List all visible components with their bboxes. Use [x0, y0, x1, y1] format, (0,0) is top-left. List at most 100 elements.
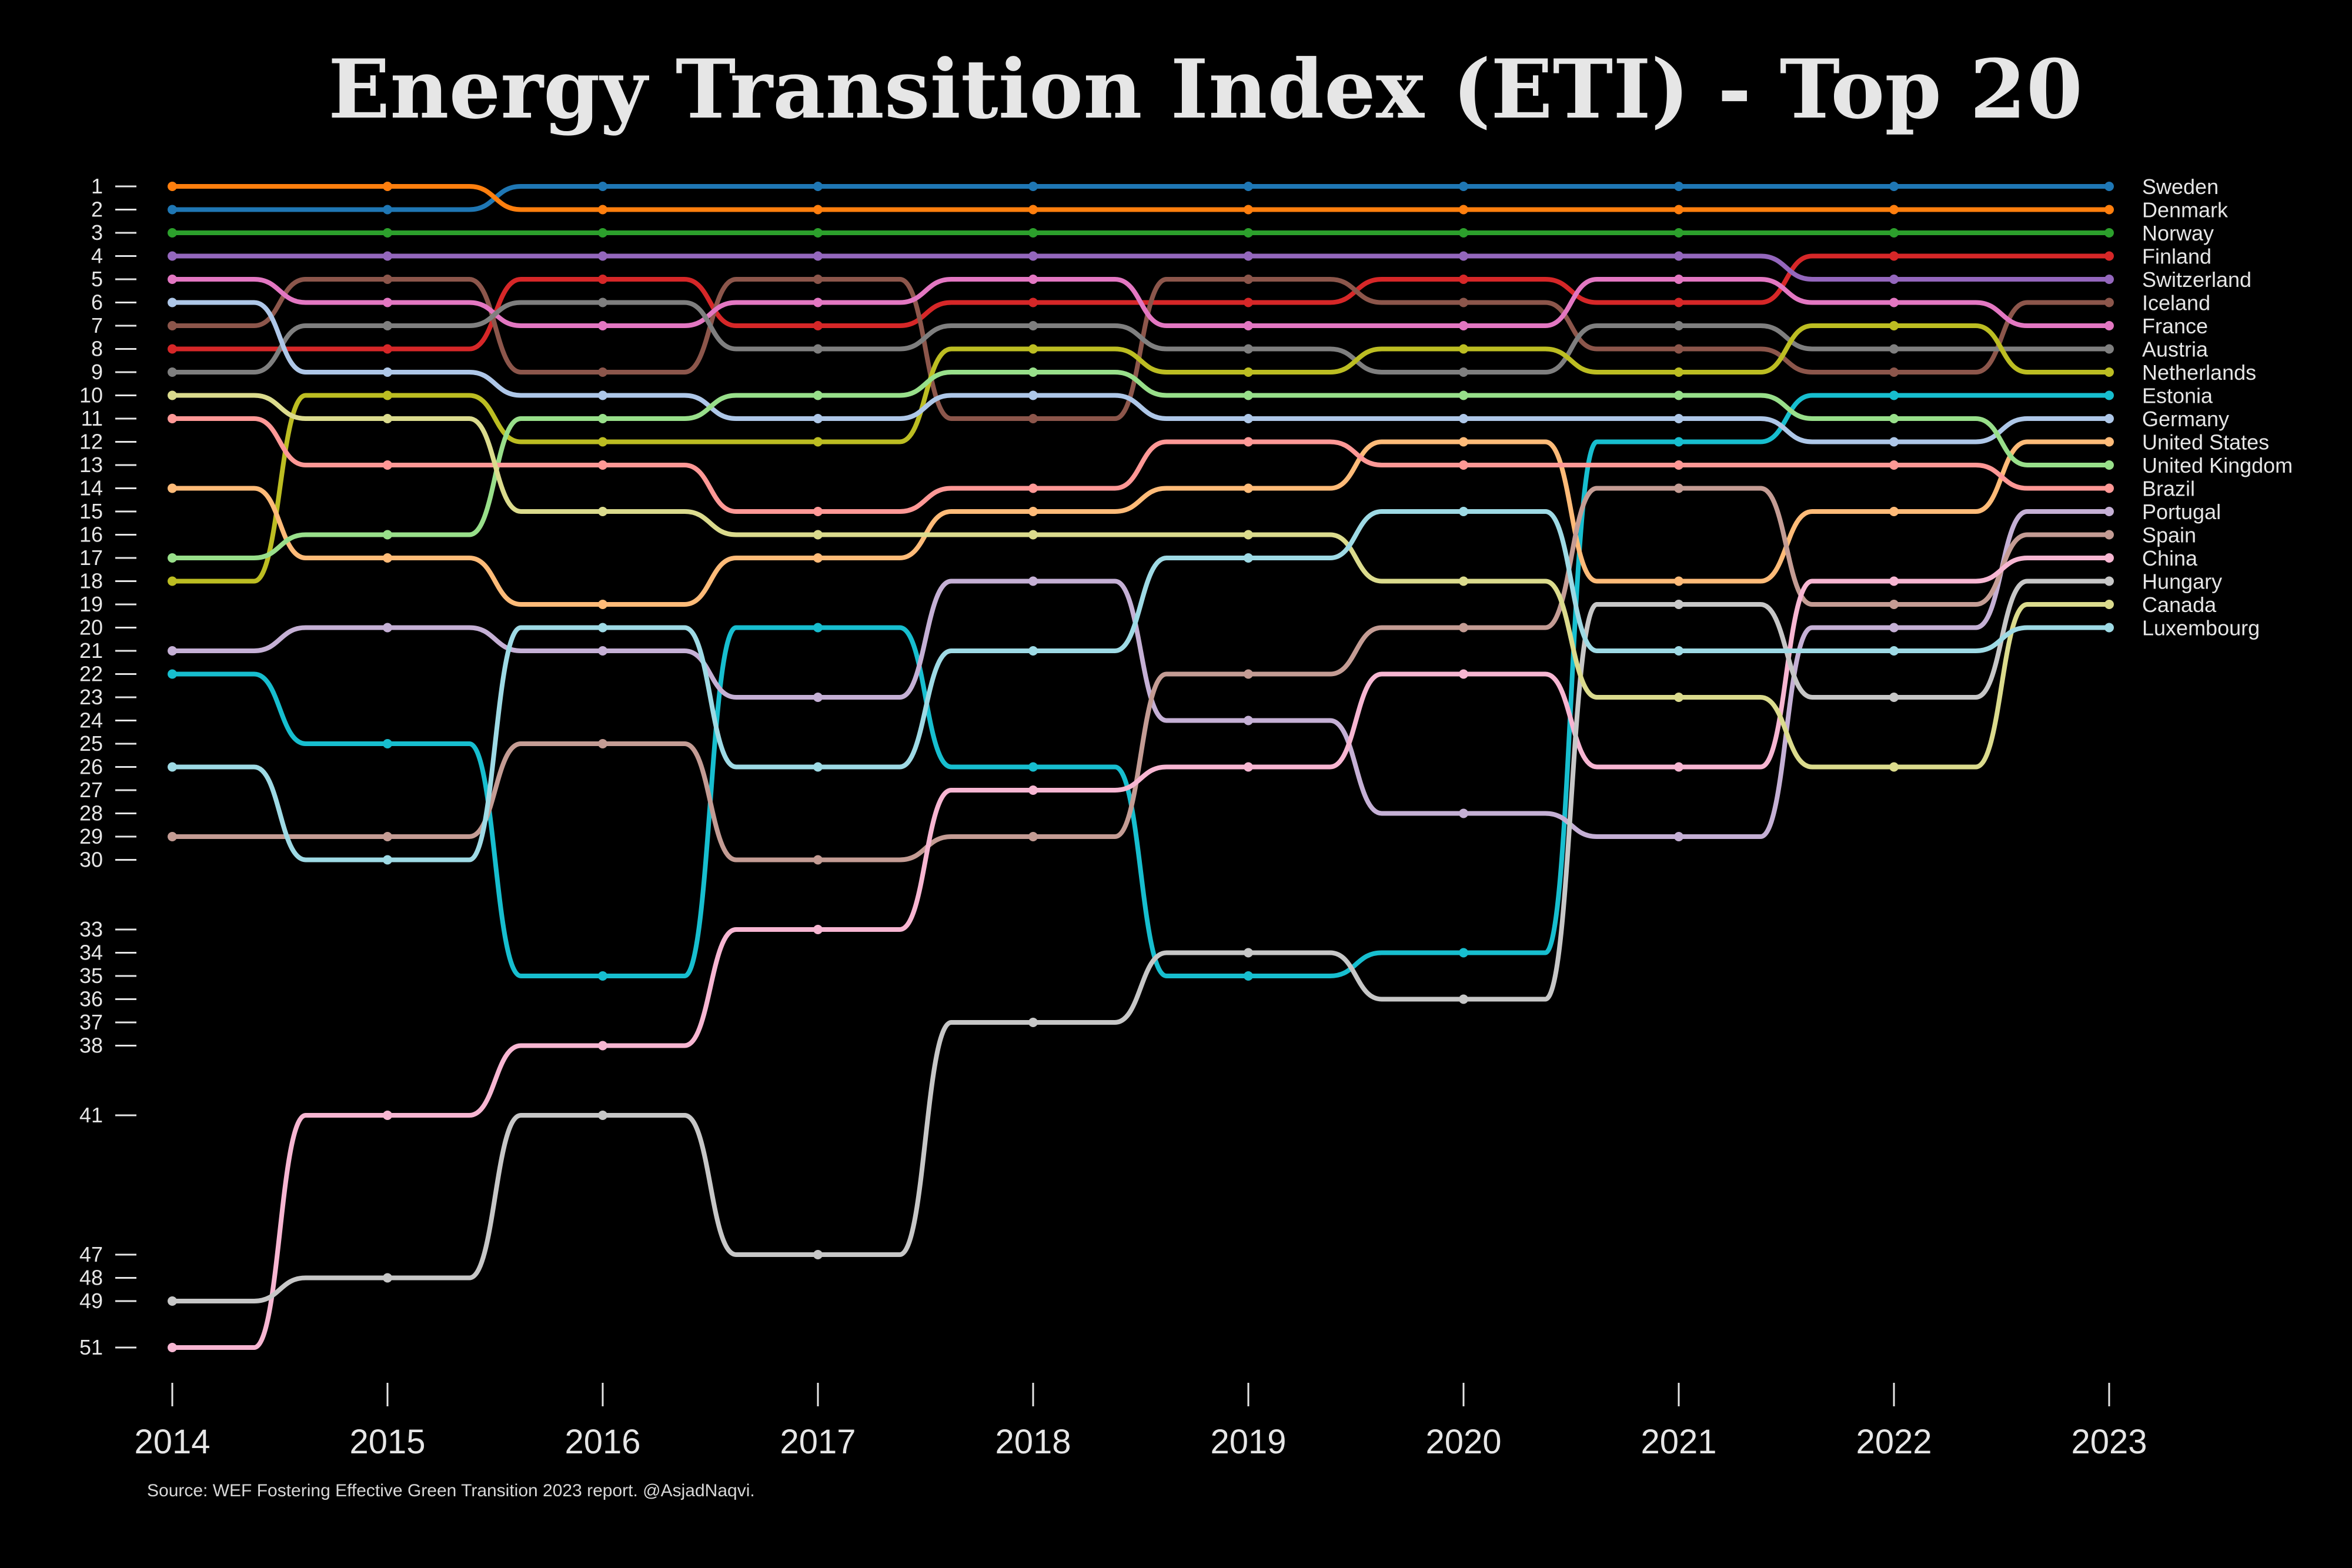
point-estonia-2015 [383, 739, 392, 748]
point-united-states-2020 [1459, 437, 1468, 447]
y-tick-label-37: 37 [79, 1010, 103, 1034]
point-estonia-2021 [1674, 437, 1683, 447]
y-tick-label-7: 7 [91, 313, 103, 337]
point-sweden-2021 [1674, 182, 1683, 191]
point-spain-2022 [1889, 600, 1899, 609]
point-finland-2019 [1244, 297, 1253, 307]
point-canada-2020 [1459, 576, 1468, 586]
point-china-2023 [2104, 553, 2114, 563]
point-brazil-2015 [383, 460, 392, 470]
series-label-luxembourg: Luxembourg [2142, 616, 2260, 640]
point-france-2014 [168, 275, 177, 284]
point-hungary-2019 [1244, 948, 1253, 958]
point-switzerland-2020 [1459, 251, 1468, 261]
y-tick-label-24: 24 [79, 708, 103, 733]
point-luxembourg-2020 [1459, 507, 1468, 516]
point-spain-2020 [1459, 623, 1468, 633]
point-portugal-2023 [2104, 507, 2114, 516]
series-label-finland: Finland [2142, 245, 2211, 269]
point-united-kingdom-2022 [1889, 414, 1899, 423]
point-denmark-2017 [813, 205, 823, 215]
point-iceland-2022 [1889, 367, 1899, 377]
x-tick-label-2019: 2019 [1210, 1423, 1286, 1461]
point-denmark-2022 [1889, 205, 1899, 215]
point-denmark-2023 [2104, 205, 2114, 215]
point-iceland-2015 [383, 275, 392, 284]
point-norway-2016 [598, 228, 607, 238]
point-united-states-2022 [1889, 507, 1899, 516]
point-hungary-2016 [598, 1111, 607, 1120]
series-line-portugal [170, 509, 2112, 839]
series-label-netherlands: Netherlands [2142, 360, 2256, 385]
series-line-united-kingdom [170, 370, 2112, 560]
point-hungary-2022 [1889, 693, 1899, 702]
point-estonia-2016 [598, 971, 607, 981]
point-estonia-2018 [1028, 762, 1038, 772]
point-canada-2014 [168, 390, 177, 400]
series-label-sweden: Sweden [2142, 175, 2219, 199]
point-austria-2018 [1028, 321, 1038, 330]
y-tick-label-34: 34 [79, 941, 103, 965]
series-label-iceland: Iceland [2142, 291, 2210, 315]
series-line-netherlands [170, 323, 2112, 584]
series-label-united-kingdom: United Kingdom [2142, 453, 2293, 477]
point-finland-2020 [1459, 275, 1468, 284]
point-sweden-2019 [1244, 182, 1253, 191]
point-austria-2023 [2104, 344, 2114, 354]
point-brazil-2017 [813, 507, 823, 516]
point-france-2017 [813, 297, 823, 307]
y-tick-label-3: 3 [91, 220, 103, 245]
series-label-france: France [2142, 314, 2208, 338]
point-portugal-2019 [1244, 716, 1253, 726]
x-tick-label-2017: 2017 [780, 1423, 856, 1461]
y-tick-label-9: 9 [91, 360, 103, 384]
point-portugal-2020 [1459, 808, 1468, 818]
x-tick-label-2014: 2014 [134, 1423, 210, 1461]
point-brazil-2018 [1028, 483, 1038, 493]
point-denmark-2019 [1244, 205, 1253, 215]
y-tick-label-23: 23 [79, 685, 103, 709]
y-tick-label-10: 10 [79, 383, 103, 407]
series-line-denmark [170, 184, 2112, 212]
point-netherlands-2014 [168, 576, 177, 586]
point-united-states-2014 [168, 483, 177, 493]
point-iceland-2020 [1459, 297, 1468, 307]
point-finland-2022 [1889, 251, 1899, 261]
point-china-2017 [813, 925, 823, 934]
point-china-2018 [1028, 785, 1038, 795]
point-finland-2023 [2104, 251, 2114, 261]
point-canada-2017 [813, 530, 823, 540]
point-germany-2020 [1459, 414, 1468, 423]
point-germany-2023 [2104, 414, 2114, 423]
point-norway-2019 [1244, 228, 1253, 238]
point-switzerland-2017 [813, 251, 823, 261]
point-china-2021 [1674, 762, 1683, 772]
series-line-canada [170, 393, 2112, 770]
point-canada-2018 [1028, 530, 1038, 540]
point-luxembourg-2017 [813, 762, 823, 772]
point-united-states-2016 [598, 600, 607, 609]
point-spain-2019 [1244, 669, 1253, 679]
x-tick-label-2016: 2016 [564, 1423, 640, 1461]
point-iceland-2021 [1674, 344, 1683, 354]
point-hungary-2020 [1459, 994, 1468, 1004]
point-denmark-2020 [1459, 205, 1468, 215]
y-tick-label-20: 20 [79, 616, 103, 640]
series-label-denmark: Denmark [2142, 198, 2229, 222]
y-tick-label-16: 16 [79, 523, 103, 547]
y-tick-label-38: 38 [79, 1034, 103, 1058]
point-austria-2014 [168, 367, 177, 377]
point-portugal-2021 [1674, 832, 1683, 841]
point-france-2021 [1674, 275, 1683, 284]
point-sweden-2018 [1028, 182, 1038, 191]
point-iceland-2023 [2104, 297, 2114, 307]
series-label-canada: Canada [2142, 593, 2217, 617]
y-tick-label-26: 26 [79, 755, 103, 779]
point-united-states-2017 [813, 553, 823, 563]
point-netherlands-2017 [813, 437, 823, 447]
y-tick-label-28: 28 [79, 801, 103, 825]
point-brazil-2021 [1674, 460, 1683, 470]
point-china-2014 [168, 1343, 177, 1352]
point-brazil-2014 [168, 414, 177, 423]
